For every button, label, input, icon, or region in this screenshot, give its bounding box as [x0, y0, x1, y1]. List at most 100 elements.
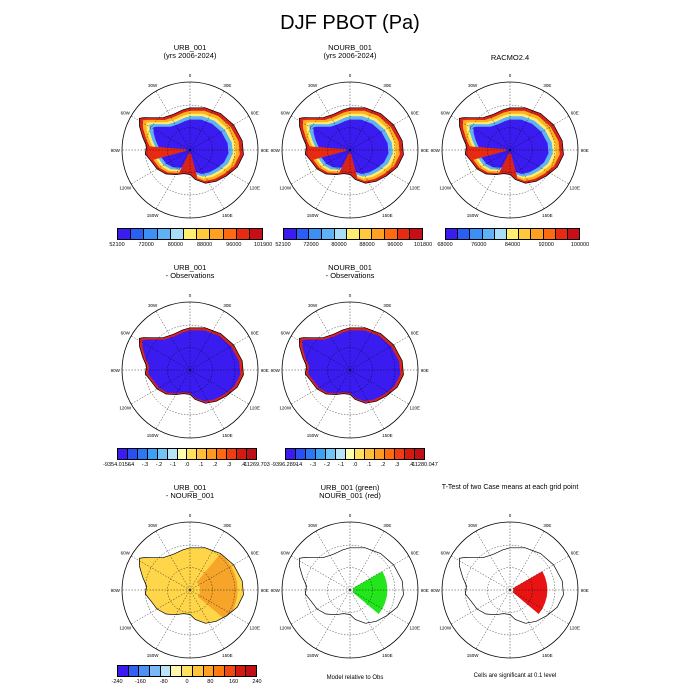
panel-title: RACMO2.4 [490, 53, 530, 62]
longitude-label: 90W [111, 588, 121, 593]
longitude-label: 120E [250, 185, 261, 190]
colorbar-swatch [203, 666, 215, 676]
bias-interior [302, 330, 401, 402]
colorbar-swatch [235, 666, 247, 676]
longitude-label: 60W [281, 111, 291, 116]
colorbar-swatch [224, 666, 236, 676]
colorbar-swatch [147, 449, 158, 459]
ross-ice-shelf [177, 153, 198, 179]
colorbar-tick-label: -.1 [337, 462, 345, 468]
polar-map: 030E60E90E120E150E180150W120W90W60W30W [111, 73, 269, 219]
map-boundary [441, 521, 579, 659]
colorbar-tick-label: 52100 [275, 242, 291, 248]
colorbar-labels: -9354.0156 -.4 -.3 -.2 -.1 .0 .1 .2 .3 .4 11269.70… [103, 460, 270, 470]
panel-title: NOURB_001 [328, 263, 372, 272]
longitude-label: 150W [147, 433, 160, 438]
polar-grid [282, 302, 418, 438]
longitude-label: 150W [147, 653, 160, 658]
longitude-label: 0 [509, 73, 512, 78]
panel-subtitle: NOURB_001 (red) [319, 491, 381, 500]
panel-title: URB_001 [173, 263, 207, 272]
coastline [298, 107, 404, 184]
colorbar-tick-label: 101800 [413, 242, 433, 248]
colorbar-tick-label: 101900 [253, 242, 273, 248]
colorbar-tick-label: .0 [184, 462, 190, 468]
colorbar-tick-label: -9396.2891 [271, 462, 299, 468]
colorbar-tick-label: 80 [207, 679, 214, 685]
colorbar-swatch [217, 449, 228, 459]
longitude-label: 150E [222, 213, 233, 218]
colorbar-swatch [295, 449, 306, 459]
longitude-label: 90E [261, 148, 269, 153]
panel-subtitle: (yrs 2006-2024) [163, 51, 217, 60]
colorbar-tick-label: 80000 [167, 242, 184, 248]
longitude-label: 0 [349, 513, 352, 518]
colorbar-swatch [128, 666, 140, 676]
longitude-label: 30E [543, 83, 551, 88]
polar-grid [122, 82, 258, 218]
sig-green-region [352, 571, 388, 614]
colorbar-nourb: 52100 72000 80000 88000 96000 101800 [275, 228, 432, 250]
colorbar-swatch [286, 449, 296, 459]
longitude-label: 120W [439, 625, 452, 630]
longitude-label: 120W [279, 625, 292, 630]
polar-grid [122, 302, 258, 438]
colorbar-swatches [445, 228, 580, 240]
longitude-label: 120E [410, 625, 421, 630]
colorbar-urb-bias: -9354.0156 -.4 -.3 -.2 -.1 .0 .1 .2 .3 .4 11269.70… [103, 448, 270, 470]
ross-ice-shelf [337, 153, 358, 179]
longitude-label: 90E [261, 368, 269, 373]
colorbar-swatch [210, 229, 224, 239]
longitude-label: 60E [571, 111, 579, 116]
colorbar-swatch [249, 229, 263, 239]
colorbar-swatches [117, 228, 263, 240]
colorbar-swatches [285, 448, 425, 460]
longitude-label: 0 [349, 73, 352, 78]
colorbar-tick-label: 11269.703 [244, 462, 270, 468]
colorbar-swatch [137, 449, 148, 459]
colorbar-swatch [385, 449, 396, 459]
polar-map: 030E60E90E120E150E180150W120W90W60W30W [111, 293, 269, 439]
map-boundary [121, 301, 259, 439]
longitude-label: 120W [119, 405, 132, 410]
colorbar-swatch [309, 229, 322, 239]
colorbar-swatch [405, 449, 415, 459]
longitude-label: 0 [509, 513, 512, 518]
colorbar-swatch [397, 229, 411, 239]
polar-grid [282, 522, 418, 658]
longitude-label: 60E [411, 551, 419, 556]
colorbar-swatch [482, 229, 495, 239]
longitude-label: 60E [411, 111, 419, 116]
panel-racmo-mean: RACMO2.4 030E60E90E120E150E180150W120W90… [415, 44, 605, 222]
longitude-label: 60W [121, 111, 131, 116]
longitude-label: 60E [251, 551, 259, 556]
colorbar-tick-label: -.2 [155, 462, 163, 468]
map-boundary [441, 81, 579, 219]
colorbar-diff: -240 -160 -80 0 80 160 240 [111, 665, 262, 687]
longitude-label: 30E [383, 303, 391, 308]
panel-title: URB_001 (green) [320, 483, 380, 492]
longitude-label: 120W [279, 185, 292, 190]
longitude-label: 90W [271, 148, 281, 153]
longitude-label: 150W [467, 653, 480, 658]
longitude-label: 150E [542, 653, 553, 658]
bias-interior [142, 330, 241, 402]
colorbar-swatch [237, 449, 247, 459]
longitude-label: 30W [148, 523, 158, 528]
longitude-label: 120W [119, 625, 132, 630]
longitude-label: 90W [431, 588, 441, 593]
panel-title: URB_001 [173, 43, 207, 52]
colorbar-swatch [345, 449, 356, 459]
colorbar-swatch [177, 449, 188, 459]
ice-sheet-interior [153, 119, 229, 174]
longitude-label: 30E [543, 523, 551, 528]
longitude-label: 60W [281, 331, 291, 336]
colorbar-swatch [223, 229, 237, 239]
longitude-label: 120E [410, 185, 421, 190]
longitude-label: 30E [223, 523, 231, 528]
colorbar-tick-label: -.1 [169, 462, 177, 468]
colorbar-tick-label: .2 [212, 462, 218, 468]
colorbar-swatch [139, 666, 151, 676]
colorbar-tick-label: 72000 [138, 242, 154, 248]
colorbar-labels: -9396.2891 -.4 -.3 -.2 -.1 .0 .1 .2 .3 .4 11280.04… [271, 460, 438, 470]
